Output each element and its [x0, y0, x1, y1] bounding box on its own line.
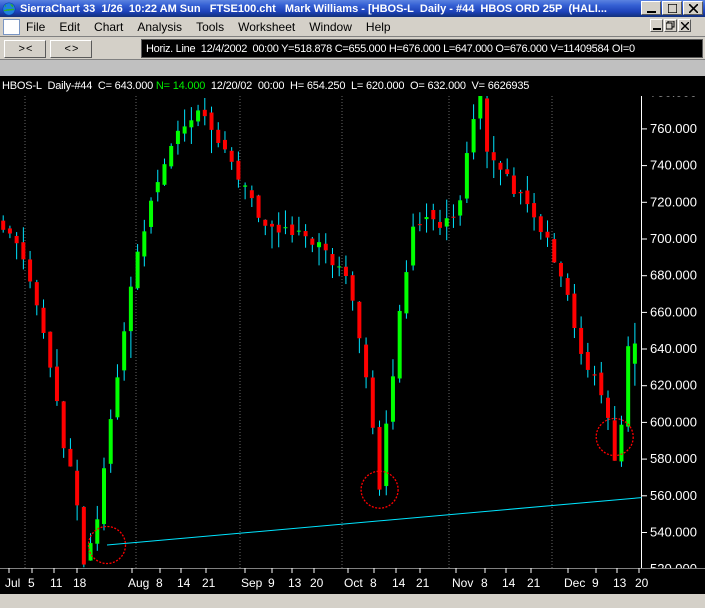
- svg-text:18: 18: [73, 576, 87, 590]
- svg-text:780.000: 780.000: [650, 96, 697, 99]
- svg-text:20: 20: [310, 576, 324, 590]
- svg-text:720.000: 720.000: [650, 194, 697, 209]
- svg-text:21: 21: [527, 576, 541, 590]
- svg-text:14: 14: [392, 576, 406, 590]
- svg-text:540.000: 540.000: [650, 525, 697, 540]
- svg-text:Sep: Sep: [241, 576, 263, 590]
- svg-text:21: 21: [416, 576, 430, 590]
- svg-text:21: 21: [202, 576, 216, 590]
- svg-text:8: 8: [156, 576, 163, 590]
- svg-text:Dec: Dec: [564, 576, 585, 590]
- svg-text:8: 8: [370, 576, 377, 590]
- svg-text:640.000: 640.000: [650, 341, 697, 356]
- svg-text:5: 5: [28, 576, 35, 590]
- svg-text:14: 14: [177, 576, 191, 590]
- svg-text:13: 13: [613, 576, 627, 590]
- svg-text:660.000: 660.000: [650, 304, 697, 319]
- svg-text:620.000: 620.000: [650, 378, 697, 393]
- svg-text:760.000: 760.000: [650, 121, 697, 136]
- svg-text:11: 11: [50, 576, 63, 590]
- svg-text:14: 14: [502, 576, 516, 590]
- svg-text:520.000: 520.000: [650, 561, 697, 568]
- svg-text:740.000: 740.000: [650, 158, 697, 173]
- svg-text:9: 9: [268, 576, 275, 590]
- svg-text:Oct: Oct: [344, 576, 363, 590]
- svg-text:Aug: Aug: [128, 576, 149, 590]
- svg-text:680.000: 680.000: [650, 268, 697, 283]
- svg-text:13: 13: [288, 576, 302, 590]
- svg-text:Jul: Jul: [5, 576, 20, 590]
- svg-text:20: 20: [635, 576, 649, 590]
- svg-text:560.000: 560.000: [650, 488, 697, 503]
- svg-text:700.000: 700.000: [650, 231, 697, 246]
- svg-text:9: 9: [592, 576, 599, 590]
- svg-text:8: 8: [481, 576, 488, 590]
- svg-text:580.000: 580.000: [650, 451, 697, 466]
- svg-text:600.000: 600.000: [650, 414, 697, 429]
- svg-text:Nov: Nov: [452, 576, 473, 590]
